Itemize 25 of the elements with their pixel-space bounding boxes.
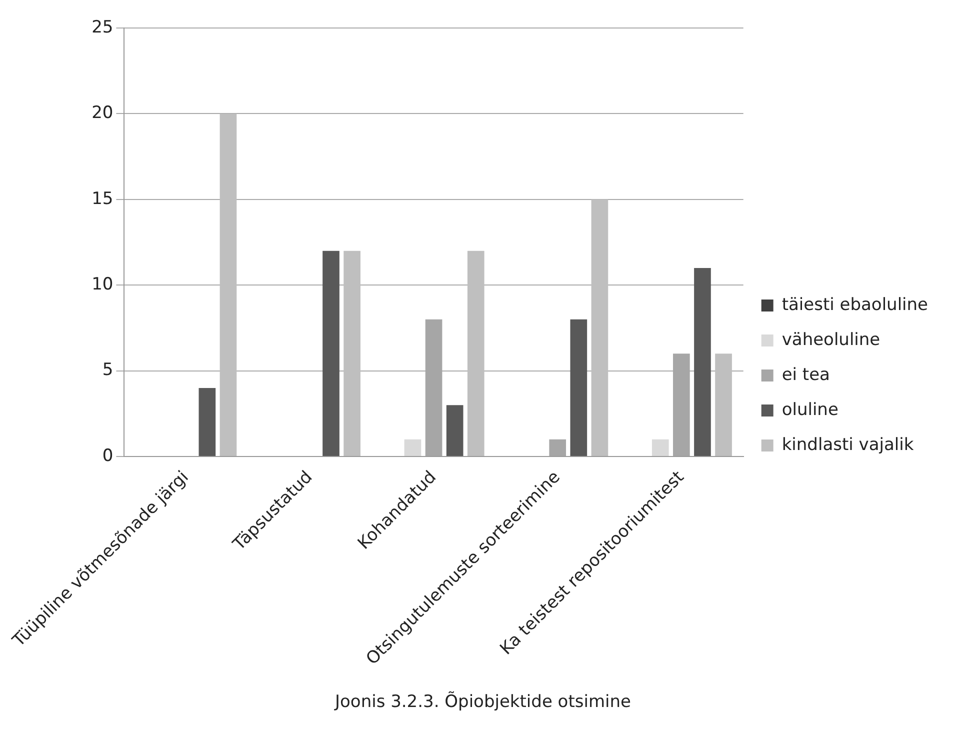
bar xyxy=(715,354,732,456)
bar xyxy=(198,388,216,456)
y-tick-label: 15 xyxy=(92,188,114,209)
bar xyxy=(220,114,237,456)
y-tick-label: 20 xyxy=(92,103,114,124)
bar xyxy=(694,268,711,456)
text: Joonis 3.2.3. Õpiobjektide otsimine xyxy=(334,691,631,712)
legend-label: kindlasti vajalik xyxy=(782,434,914,455)
legend-label: täiesti ebaoluline xyxy=(782,294,928,315)
y-tick-label: 5 xyxy=(102,360,114,380)
bar xyxy=(652,439,669,456)
bar xyxy=(467,250,484,456)
bar xyxy=(322,250,340,456)
bar xyxy=(549,439,566,456)
legend-label: oluline xyxy=(782,400,838,420)
bar xyxy=(344,250,360,456)
legend-label: ei tea xyxy=(782,364,830,385)
legend-label: väheoluline xyxy=(782,330,880,350)
bar xyxy=(591,199,608,456)
y-tick-label: 10 xyxy=(92,274,114,295)
bar xyxy=(570,319,588,456)
y-tick-label: 25 xyxy=(92,17,114,38)
bar xyxy=(446,405,464,456)
y-tick-label: 0 xyxy=(102,446,114,466)
bar xyxy=(404,439,422,456)
